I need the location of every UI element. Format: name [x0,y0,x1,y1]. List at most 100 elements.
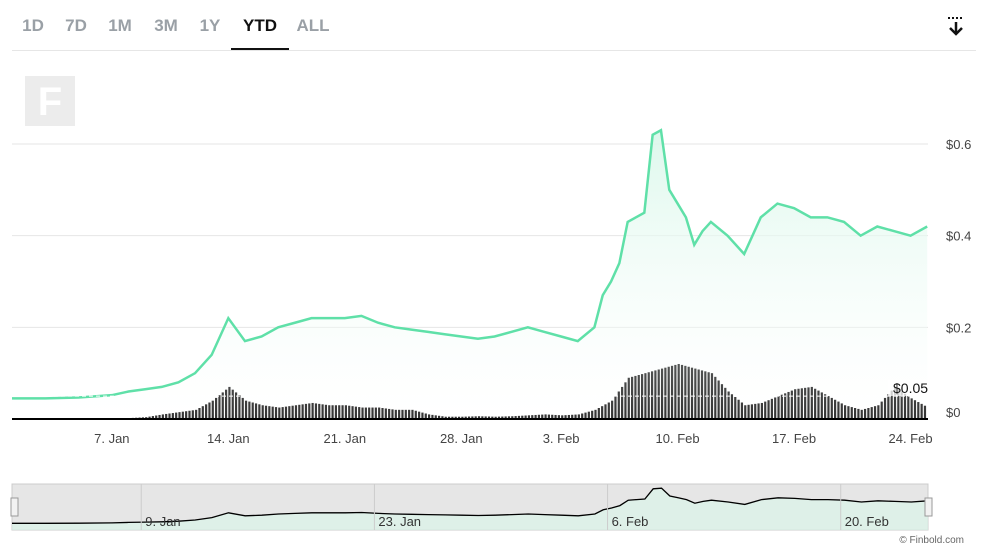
volume-bar [158,414,161,419]
range-tab-1d[interactable]: 1D [22,16,44,35]
volume-bar [577,414,580,419]
volume-bar [887,394,890,419]
volume-bar [611,400,614,419]
x-tick-label: 10. Feb [656,431,700,446]
volume-bar [151,416,154,419]
volume-bar [650,371,654,419]
volume-bar [637,375,640,419]
volume-bar [284,406,288,419]
volume-bar [774,397,777,419]
x-tick-label: 17. Feb [772,431,816,446]
volume-bar [328,405,331,419]
volume-bar [484,416,487,419]
volume-bar [880,401,883,419]
volume-bar [191,410,194,419]
volume-bar [264,405,268,419]
volume-bar [384,408,387,419]
volume-bar [261,405,264,419]
volume-bar [205,404,208,419]
volume-bar [497,416,501,419]
navigator-handle-left[interactable] [10,497,19,517]
volume-bar [411,409,414,419]
volume-bar [810,386,813,419]
volume-bar [744,405,747,419]
volume-bar [168,413,171,419]
volume-bar [830,397,833,419]
volume-bar [464,416,467,419]
volume-bar [834,399,837,419]
volume-bar [401,409,404,419]
volume-bar [481,416,484,419]
volume-bar [561,415,564,419]
current-value-bg [888,380,930,397]
download-arrow-icon[interactable] [946,16,966,38]
current-value-label: $0.05 [893,380,928,396]
volume-bar [601,406,604,419]
volume-bar [321,404,324,419]
volume-bar [344,405,347,419]
range-selector: 1D 7D 1M 3M 1Y YTD ALL [12,0,976,51]
volume-bar [574,414,577,419]
volume-bar [607,402,610,419]
volume-bar [231,389,234,419]
volume-bar [883,397,887,419]
range-tab-ytd[interactable]: YTD [231,16,289,50]
volume-bar [381,408,384,419]
volume-bar [474,416,477,419]
volume-bar [654,370,657,419]
range-tab-1m[interactable]: 1M [108,16,132,35]
navigator-area [12,488,928,530]
volume-bar [507,416,511,419]
volume-bar [388,408,391,419]
volume-bar [853,408,857,419]
range-tab-1y[interactable]: 1Y [199,16,221,35]
volume-bar [254,403,258,419]
volume-bar [338,405,341,419]
volume-bar [165,413,168,419]
volume-bar [581,413,584,419]
volume-bar [737,399,740,419]
volume-bar [734,397,737,419]
volume-bar [514,416,517,419]
volume-bar [175,412,178,419]
volume-bar [517,415,521,419]
volume-bar [311,402,314,419]
navigator-window[interactable] [11,483,929,531]
volume-bar [757,403,760,419]
volume-bar [730,394,734,419]
volume-bar [897,389,900,419]
volume-bar [920,403,923,419]
volume-bar [308,403,311,419]
volume-bar [188,410,191,419]
volume-bar [348,405,351,419]
volume-bar [640,374,644,419]
volume-bar [511,416,514,419]
volume-bar [657,369,660,419]
volume-bar [597,408,600,419]
volume-bar [221,392,224,419]
navigator-handle-right[interactable] [924,497,933,517]
volume-bar [807,387,810,419]
volume-bar [244,400,248,419]
volume-bar [614,396,617,419]
volume-bar [604,404,607,419]
volume-bar [584,412,587,419]
volume-bar [364,407,367,419]
volume-bar [541,414,544,419]
price-line [12,128,928,400]
volume-bar [670,365,674,419]
volume-bar [850,407,853,419]
x-tick-label: 21. Jan [323,431,366,446]
volume-bar [434,415,437,419]
volume-bar [747,404,750,419]
navigator-tick-label: 9. Jan [145,514,180,529]
volume-bar [554,414,557,419]
range-tab-all[interactable]: ALL [296,16,330,35]
range-tab-7d[interactable]: 7D [65,16,87,35]
volume-bar [754,403,757,419]
volume-bar [504,416,507,419]
volume-bar [318,403,321,419]
range-tab-3m[interactable]: 3M [154,16,178,35]
volume-bar [424,413,427,419]
volume-bar [408,409,411,419]
